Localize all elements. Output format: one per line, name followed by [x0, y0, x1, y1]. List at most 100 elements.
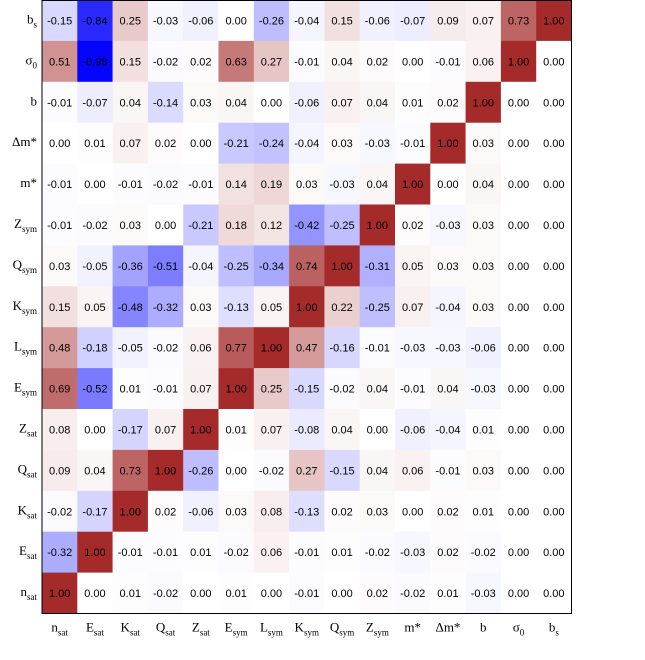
heatmap-cell — [324, 0, 360, 42]
heatmap-cell — [77, 531, 113, 573]
cell-value-label: -0.17 — [82, 506, 107, 518]
heatmap-cell — [218, 286, 255, 328]
cell-value-label: -0.02 — [153, 588, 178, 600]
heatmap-cell — [359, 122, 396, 164]
cell-value-label: 0.00 — [508, 465, 529, 477]
heatmap-cell — [42, 490, 78, 532]
heatmap-cell — [218, 327, 255, 369]
heatmap-cell — [218, 490, 255, 532]
cell-value-label: -0.03 — [471, 384, 496, 396]
cell-value-label: -0.52 — [82, 384, 107, 396]
cell-value-label: -0.21 — [224, 138, 249, 150]
cell-value-label: -0.01 — [118, 179, 143, 191]
cell-value-label: 0.02 — [437, 506, 458, 518]
cell-value-label: 0.00 — [508, 179, 529, 191]
heatmap-cell — [359, 368, 396, 410]
heatmap-cell — [42, 449, 78, 492]
cell-value-label: 0.77 — [225, 343, 246, 355]
heatmap-cell — [147, 122, 184, 164]
heatmap-cell — [289, 449, 325, 492]
heatmap-cell — [147, 531, 184, 573]
heatmap-cell — [42, 409, 78, 451]
heatmap-cell — [465, 531, 502, 573]
heatmap-cell — [147, 163, 184, 205]
cell-value-label: -0.15 — [330, 465, 355, 477]
heatmap-cell — [77, 122, 113, 164]
heatmap-cell — [253, 368, 290, 410]
heatmap-cell — [289, 204, 325, 246]
cell-value-label: 0.04 — [473, 179, 494, 191]
cell-value-label: 0.15 — [120, 56, 141, 68]
heatmap-cell — [218, 368, 255, 410]
cell-value-label: 1.00 — [49, 588, 70, 600]
cell-value-label: 0.03 — [473, 465, 494, 477]
heatmap-cell — [500, 204, 537, 246]
heatmap-cell — [465, 163, 502, 205]
cell-value-label: 0.07 — [120, 138, 141, 150]
heatmap-cell — [112, 0, 149, 42]
cell-value-label: 0.00 — [543, 588, 564, 600]
heatmap-cell — [183, 163, 219, 205]
heatmap-cell — [253, 0, 290, 42]
cell-value-label: 0.00 — [402, 506, 423, 518]
cell-value-label: -0.07 — [82, 97, 107, 109]
cell-value-label: -0.04 — [435, 424, 460, 436]
cell-value-label: 0.02 — [190, 56, 211, 68]
cell-value-label: -0.02 — [224, 547, 249, 559]
cell-value-label: 0.01 — [190, 547, 211, 559]
heatmap-cell — [395, 327, 431, 369]
heatmap-cell — [430, 490, 466, 532]
heatmap-cell — [430, 245, 466, 287]
heatmap-cell — [42, 163, 78, 205]
cell-value-label: 1.00 — [155, 465, 176, 477]
cell-value-label: -0.02 — [47, 506, 72, 518]
heatmap-cell — [183, 368, 219, 410]
cell-value-label: 0.03 — [120, 220, 141, 232]
cell-value-label: -0.03 — [153, 15, 178, 27]
cell-value-label: -0.08 — [294, 424, 319, 436]
cell-value-label: 0.04 — [437, 384, 458, 396]
cell-value-label: 0.08 — [261, 506, 282, 518]
heatmap-cell — [324, 449, 360, 492]
cell-value-label: -0.03 — [400, 547, 425, 559]
cell-value-label: 0.00 — [49, 138, 70, 150]
heatmap-cell — [395, 204, 431, 246]
cell-value-label: 0.03 — [367, 506, 388, 518]
cell-value-label: -0.04 — [188, 261, 213, 273]
heatmap-cell — [218, 449, 255, 492]
cell-value-label: 1.00 — [473, 97, 494, 109]
cell-value-label: 0.01 — [473, 424, 494, 436]
cell-value-label: -0.01 — [47, 97, 72, 109]
heatmap-cell — [77, 81, 113, 123]
heatmap-cell — [77, 572, 113, 614]
cell-value-label: -0.51 — [153, 261, 178, 273]
column-label-e-sat: Esat — [86, 620, 104, 638]
cell-value-label: -0.98 — [82, 56, 107, 68]
heatmap-cell — [536, 490, 572, 532]
heatmap-cell — [359, 490, 396, 532]
cell-value-label: 1.00 — [190, 424, 211, 436]
heatmap-cell — [395, 81, 431, 123]
heatmap-cell — [289, 122, 325, 164]
heatmap-cell — [500, 572, 537, 614]
heatmap-cell — [395, 531, 431, 573]
cell-value-label: 0.63 — [225, 56, 246, 68]
cell-value-label: 1.00 — [508, 56, 529, 68]
cell-value-label: -0.26 — [188, 465, 213, 477]
heatmap-cell — [536, 286, 572, 328]
heatmap-cell — [500, 409, 537, 451]
cell-value-label: -0.07 — [400, 15, 425, 27]
cell-value-label: -0.32 — [47, 547, 72, 559]
heatmap-cell — [253, 449, 290, 492]
cell-value-label: 0.00 — [543, 547, 564, 559]
heatmap-cell — [253, 327, 290, 369]
cell-value-label: 0.22 — [331, 302, 352, 314]
heatmap-cell — [465, 245, 502, 287]
cell-value-label: -0.21 — [188, 220, 213, 232]
heatmap-cell — [218, 531, 255, 573]
heatmap-cell — [112, 409, 149, 451]
cell-value-label: 0.00 — [225, 15, 246, 27]
cell-value-label: 0.07 — [402, 302, 423, 314]
heatmap-cell — [77, 490, 113, 532]
